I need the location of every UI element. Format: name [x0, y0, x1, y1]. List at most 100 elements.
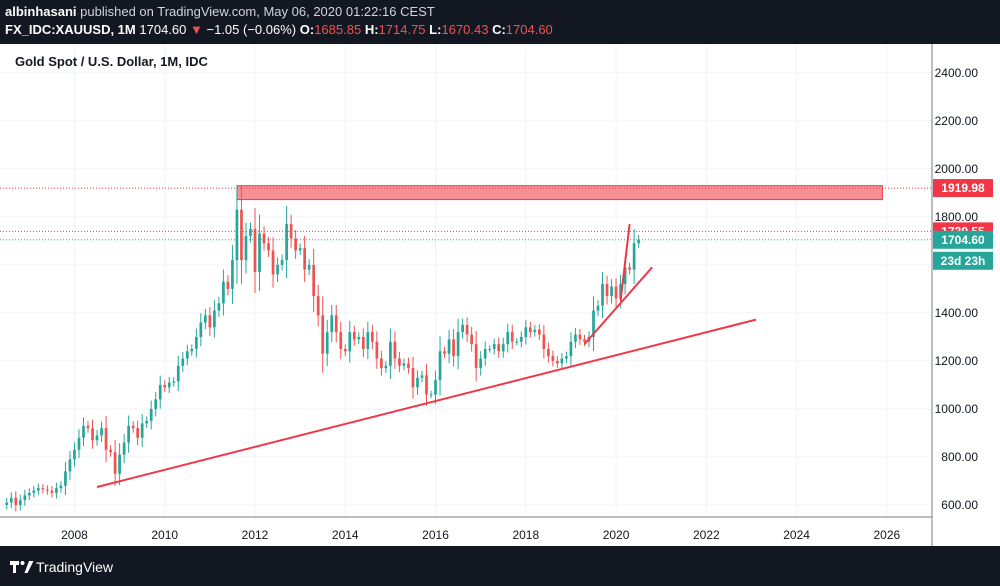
candle[interactable]	[402, 358, 406, 371]
candle[interactable]	[249, 222, 252, 243]
candle[interactable]	[55, 482, 58, 499]
candle[interactable]	[176, 355, 180, 392]
candle[interactable]	[578, 329, 582, 345]
candle[interactable]	[434, 370, 437, 404]
candle[interactable]	[109, 445, 112, 457]
candle[interactable]	[429, 390, 433, 399]
candle[interactable]	[91, 419, 94, 449]
candle[interactable]	[181, 352, 185, 373]
candle[interactable]	[235, 185, 239, 284]
candle[interactable]	[37, 483, 40, 496]
candle[interactable]	[222, 269, 225, 316]
candle[interactable]	[307, 259, 311, 276]
candle[interactable]	[515, 338, 519, 346]
candle[interactable]	[321, 296, 325, 373]
candle[interactable]	[298, 243, 302, 256]
candle[interactable]	[398, 352, 401, 373]
candle[interactable]	[565, 351, 568, 364]
candle[interactable]	[316, 284, 320, 327]
time-axis[interactable]: 2008 2010 2012 2014 2016 2018 2020 2022 2024 2026	[61, 528, 900, 542]
candle[interactable]	[213, 300, 216, 338]
trendline[interactable]	[583, 266, 653, 345]
candle[interactable]	[325, 319, 329, 366]
candle[interactable]	[231, 244, 234, 305]
candle[interactable]	[104, 415, 108, 463]
candle[interactable]	[253, 207, 257, 293]
candle[interactable]	[285, 206, 288, 279]
candle[interactable]	[217, 296, 221, 317]
candle[interactable]	[154, 391, 158, 417]
candle[interactable]	[289, 214, 293, 248]
candle[interactable]	[14, 491, 18, 512]
candle[interactable]	[122, 434, 126, 463]
candle[interactable]	[370, 324, 374, 350]
candle[interactable]	[294, 230, 297, 259]
candle[interactable]	[86, 421, 90, 433]
candle[interactable]	[145, 416, 149, 428]
candle[interactable]	[18, 494, 22, 511]
candle[interactable]	[5, 498, 9, 510]
tradingview-brand[interactable]: TradingView	[36, 559, 114, 575]
candle[interactable]	[190, 344, 194, 356]
candle[interactable]	[366, 321, 370, 360]
candle[interactable]	[380, 351, 383, 376]
candle[interactable]	[375, 331, 379, 369]
price-axis-label[interactable]: 1704.60	[933, 230, 993, 249]
candle[interactable]	[158, 375, 162, 409]
candle[interactable]	[348, 320, 352, 363]
candle[interactable]	[506, 323, 510, 353]
candle[interactable]	[334, 304, 338, 343]
candle[interactable]	[23, 489, 27, 506]
candle[interactable]	[113, 439, 117, 487]
candle[interactable]	[592, 296, 595, 352]
candle[interactable]	[605, 275, 609, 305]
candle[interactable]	[73, 442, 76, 467]
candle[interactable]	[420, 370, 424, 383]
candle[interactable]	[226, 275, 230, 296]
candle[interactable]	[456, 318, 460, 370]
candle[interactable]	[140, 413, 144, 448]
candle[interactable]	[447, 329, 451, 364]
tradingview-logo-icon[interactable]	[10, 559, 34, 575]
candle[interactable]	[393, 331, 397, 369]
candle[interactable]	[312, 248, 316, 313]
candle[interactable]	[9, 492, 13, 509]
candle[interactable]	[262, 226, 266, 251]
candle[interactable]	[443, 346, 446, 359]
candle[interactable]	[267, 236, 270, 257]
candle[interactable]	[280, 254, 284, 271]
candle[interactable]	[628, 262, 631, 275]
candle[interactable]	[542, 325, 546, 359]
candle[interactable]	[343, 344, 347, 356]
candle[interactable]	[488, 345, 492, 353]
candle[interactable]	[407, 357, 410, 374]
candle[interactable]	[556, 356, 559, 368]
candle[interactable]	[533, 325, 537, 337]
candle[interactable]	[452, 329, 455, 367]
candle[interactable]	[492, 338, 496, 355]
candle[interactable]	[339, 321, 343, 360]
candle[interactable]	[632, 229, 636, 284]
candle[interactable]	[27, 488, 31, 500]
chart-frame[interactable]: 600.00800.001000.001200.001400.001600.00…	[0, 44, 1000, 546]
trendline[interactable]	[619, 223, 631, 302]
candle[interactable]	[149, 400, 153, 430]
candle[interactable]	[479, 351, 483, 376]
candle[interactable]	[204, 308, 207, 330]
candle[interactable]	[163, 380, 167, 392]
candle[interactable]	[68, 450, 72, 480]
candle[interactable]	[276, 257, 279, 282]
candle[interactable]	[330, 304, 334, 343]
candle[interactable]	[167, 377, 171, 393]
candle[interactable]	[465, 317, 469, 342]
candle[interactable]	[411, 356, 415, 399]
candle[interactable]	[551, 350, 555, 367]
candle[interactable]	[100, 421, 103, 442]
candle[interactable]	[416, 370, 419, 395]
candle[interactable]	[569, 332, 573, 366]
candle[interactable]	[614, 278, 618, 307]
candle[interactable]	[95, 429, 99, 446]
candle[interactable]	[118, 443, 121, 486]
candle[interactable]	[46, 485, 49, 495]
candle[interactable]	[547, 342, 550, 363]
